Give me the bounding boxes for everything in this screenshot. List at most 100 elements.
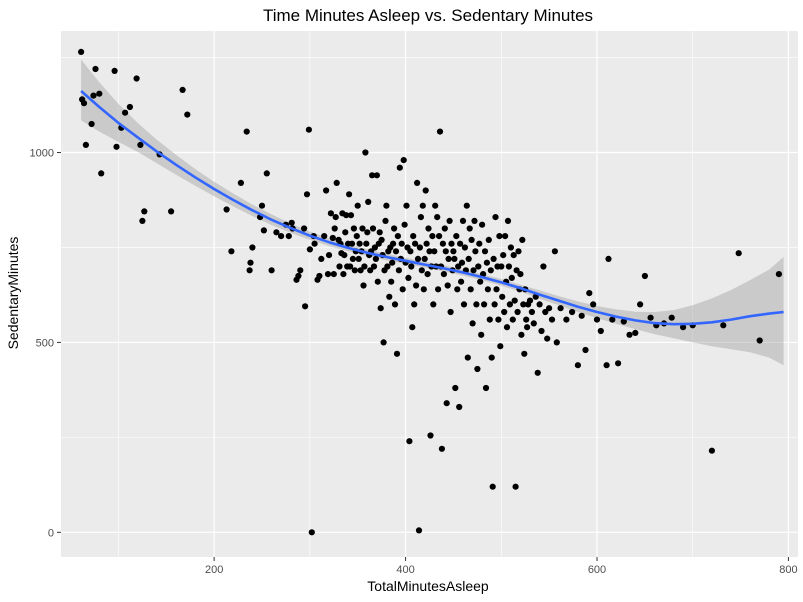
data-point <box>468 236 475 243</box>
data-point <box>593 316 601 323</box>
major-gridlines <box>61 31 798 557</box>
data-point <box>574 362 582 369</box>
data-point <box>504 217 512 224</box>
data-point <box>78 48 85 56</box>
data-point <box>436 233 443 240</box>
data-point <box>408 263 415 270</box>
data-point <box>324 271 332 278</box>
data-point <box>377 305 384 312</box>
data-point <box>536 301 543 308</box>
data-point <box>507 244 514 251</box>
data-point <box>380 339 387 346</box>
data-point <box>497 343 504 350</box>
data-point <box>243 128 250 135</box>
data-point <box>395 267 402 274</box>
data-point <box>372 255 379 262</box>
data-point <box>311 240 318 247</box>
confidence-band <box>81 59 784 366</box>
data-point <box>518 331 525 338</box>
data-point <box>424 271 431 278</box>
data-point <box>356 240 363 247</box>
data-point <box>609 316 616 323</box>
data-point <box>482 384 490 392</box>
data-point <box>355 255 362 262</box>
y-axis-label: SedentaryMinutes <box>5 237 21 350</box>
data-point <box>637 301 644 308</box>
data-point <box>321 233 328 240</box>
data-point <box>413 282 420 289</box>
data-point <box>546 305 553 312</box>
data-point <box>499 293 506 300</box>
data-point <box>442 248 449 255</box>
data-point <box>96 90 103 97</box>
data-point <box>414 255 422 262</box>
data-point <box>347 212 355 219</box>
data-point <box>512 483 519 490</box>
data-point <box>523 316 530 323</box>
data-point <box>295 272 302 280</box>
data-point <box>390 240 397 247</box>
data-point <box>471 217 478 224</box>
data-point <box>515 248 522 255</box>
data-point <box>775 271 783 278</box>
data-point <box>288 219 295 226</box>
data-point <box>391 225 398 232</box>
data-point <box>563 316 570 323</box>
data-point <box>305 126 312 133</box>
data-point <box>458 278 465 285</box>
data-point <box>641 272 649 280</box>
data-point <box>184 111 191 118</box>
data-point <box>487 267 494 274</box>
data-point <box>481 248 489 255</box>
data-point <box>454 286 461 293</box>
data-point <box>488 354 495 361</box>
data-point <box>141 208 148 215</box>
data-point <box>348 240 356 247</box>
data-point <box>237 179 244 186</box>
data-point <box>354 202 361 209</box>
data-point <box>450 248 457 255</box>
data-point <box>474 365 481 373</box>
data-point <box>297 267 304 274</box>
data-point <box>578 312 585 319</box>
data-point <box>455 263 462 270</box>
data-point <box>441 225 448 232</box>
data-point <box>490 255 497 262</box>
data-point <box>365 198 372 205</box>
data-point <box>429 233 436 240</box>
data-point <box>436 128 444 135</box>
data-point <box>501 308 508 316</box>
data-point <box>336 263 343 270</box>
data-point <box>519 236 526 243</box>
data-point <box>329 234 336 242</box>
data-point <box>340 271 347 278</box>
data-point <box>406 438 413 445</box>
data-point <box>409 324 416 331</box>
data-point <box>351 267 358 274</box>
data-point <box>360 282 367 289</box>
data-point <box>466 225 473 232</box>
data-point <box>465 255 472 262</box>
data-point <box>88 120 95 128</box>
data-point <box>367 267 374 274</box>
data-point <box>414 179 421 186</box>
data-point <box>246 267 253 274</box>
data-point <box>498 263 505 270</box>
data-point <box>590 301 597 308</box>
data-point <box>479 221 486 228</box>
data-point <box>524 324 531 331</box>
data-point <box>258 202 266 209</box>
data-point <box>376 229 383 236</box>
data-point <box>98 170 105 177</box>
data-point <box>228 248 235 255</box>
data-point <box>278 233 285 240</box>
data-point <box>551 248 559 255</box>
data-point <box>476 240 483 247</box>
data-point <box>341 252 348 259</box>
data-point <box>500 252 507 259</box>
data-point <box>260 227 267 234</box>
data-point <box>369 172 376 179</box>
data-point <box>384 263 391 270</box>
data-point <box>411 301 418 308</box>
